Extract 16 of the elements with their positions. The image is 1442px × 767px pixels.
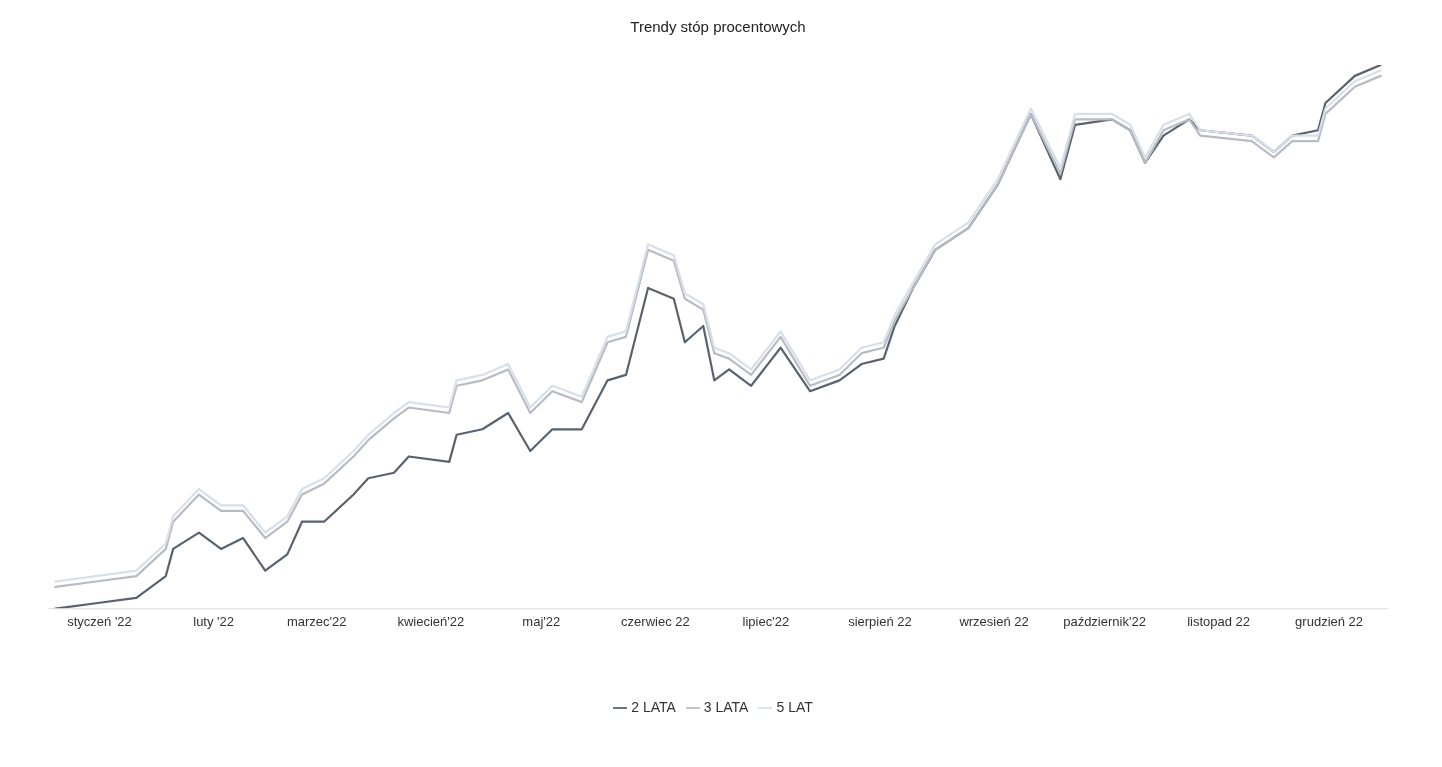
x-tick-label: maj'22 — [522, 613, 561, 629]
x-tick-label: marzec'22 — [286, 613, 347, 629]
x-tick-label: listopad 22 — [1187, 613, 1251, 629]
x-tick-label: czerwiec 22 — [621, 613, 690, 629]
chart-title: Trendy stóp procentowych — [629, 18, 807, 35]
x-tick-label: kwiecień'22 — [397, 613, 465, 629]
legend-label: 2 LATA — [631, 698, 676, 715]
x-tick-label: lipiec'22 — [742, 613, 790, 629]
x-tick-label: grudzień 22 — [1295, 613, 1364, 629]
x-tick-label: luty '22 — [193, 613, 235, 629]
legend-label: 5 LAT — [776, 698, 813, 715]
x-tick-label: styczeń '22 — [67, 613, 132, 629]
legend-label: 3 LATA — [703, 698, 749, 715]
x-tick-label: październik'22 — [1063, 613, 1146, 629]
x-tick-label: sierpień 22 — [848, 613, 912, 629]
x-tick-label: wrzesień 22 — [958, 613, 1029, 629]
